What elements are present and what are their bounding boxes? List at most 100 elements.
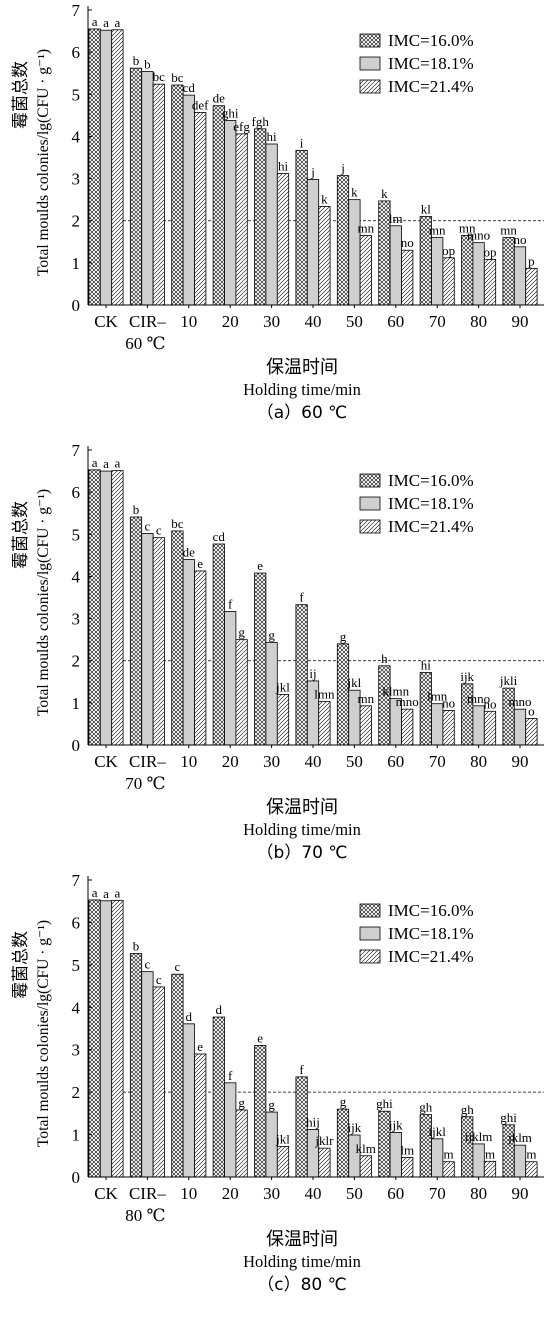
- bar-crosshatch-11: [502, 237, 515, 306]
- significance-label: ijklm: [465, 1129, 492, 1144]
- bar-crosshatch-5: [254, 572, 267, 746]
- legend-swatch-crosshatch: [359, 473, 381, 488]
- significance-label: d: [216, 1002, 223, 1017]
- significance-label: a: [92, 455, 98, 470]
- significance-label: jkl: [275, 1131, 290, 1146]
- significance-label: cd: [183, 80, 196, 95]
- bar-gray-9: [431, 1138, 444, 1178]
- legend-label: IMC=21.4%: [388, 947, 474, 966]
- significance-label: m: [485, 1146, 495, 1161]
- x-tick-label: CIR–: [129, 752, 166, 771]
- x-tick-label: 80: [470, 312, 487, 331]
- significance-label: de: [213, 91, 226, 106]
- significance-label: de: [183, 545, 196, 560]
- x-axis-label-cn: 保温时间: [266, 1229, 338, 1250]
- x-tick-label: CK: [94, 312, 118, 331]
- bar-crosshatch-6: [295, 604, 308, 746]
- x-tick-label: 90: [512, 752, 529, 771]
- significance-label: cd: [213, 529, 226, 544]
- bar-diagonal-6: [318, 205, 331, 306]
- significance-label: mn: [500, 223, 517, 238]
- x-tick-label: 50: [346, 312, 363, 331]
- significance-label: f: [228, 1068, 233, 1083]
- bar-gray-4: [224, 120, 237, 306]
- bar-diagonal-10: [483, 259, 497, 306]
- significance-label: a: [92, 14, 98, 29]
- significance-label: jkl: [275, 679, 290, 694]
- x-tick-label: 70: [429, 1184, 446, 1203]
- bar-diagonal-7: [359, 705, 372, 746]
- significance-label: hi: [267, 129, 278, 144]
- bar-gray-7: [348, 199, 361, 306]
- x-tick-label: 70: [429, 752, 446, 771]
- y-tick-label: 4: [72, 998, 81, 1017]
- bar-diagonal-4: [235, 133, 248, 306]
- significance-label: o: [528, 703, 535, 718]
- x-tick-label: 10: [180, 1184, 197, 1203]
- significance-label: ghi: [500, 1110, 517, 1125]
- significance-label: mno: [467, 228, 490, 243]
- significance-label: b: [133, 53, 140, 68]
- significance-label: ijkl: [429, 1124, 447, 1139]
- bar-diagonal-2: [152, 83, 165, 306]
- bar-diagonal-1: [111, 899, 124, 1178]
- x-tick-label: 40: [305, 752, 322, 771]
- x-tick-label: 30: [263, 752, 280, 771]
- significance-label: hi: [421, 658, 432, 673]
- significance-label: a: [103, 15, 109, 30]
- bar-diagonal-9: [442, 1161, 455, 1178]
- bar-gray-10: [472, 705, 485, 746]
- significance-label: bc: [153, 69, 166, 84]
- significance-label: gh: [461, 1102, 475, 1117]
- significance-label: jkli: [499, 673, 518, 688]
- significance-label: mn: [357, 691, 374, 706]
- significance-label: def: [192, 97, 209, 112]
- y-tick-label: 7: [72, 871, 81, 890]
- bar-diagonal-9: [442, 257, 455, 306]
- significance-label: lmn: [314, 687, 335, 702]
- significance-label: gh: [419, 1100, 433, 1115]
- significance-label: lmn: [427, 689, 448, 704]
- legend-label: IMC=18.1%: [388, 924, 474, 943]
- significance-label: e: [197, 556, 203, 571]
- x-tick-label-line2: 60 ℃: [125, 334, 165, 353]
- y-tick-label: 1: [72, 1126, 81, 1145]
- legend-swatch-gray: [359, 496, 381, 511]
- significance-label: e: [257, 558, 263, 573]
- bar-gray-2: [141, 71, 154, 306]
- bar-diagonal-3: [194, 112, 207, 306]
- x-tick-label: CIR–: [129, 1184, 166, 1203]
- y-tick-label: 0: [72, 736, 81, 755]
- significance-label: mno: [508, 694, 531, 709]
- bar-crosshatch-5: [254, 128, 267, 306]
- significance-label: ijk: [348, 1120, 362, 1135]
- significance-label: c: [156, 972, 162, 987]
- bar-crosshatch-2: [129, 953, 143, 1178]
- bar-crosshatch-4: [212, 1016, 225, 1178]
- y-tick-label: 3: [72, 610, 81, 629]
- x-axis-label-cn: 保温时间: [266, 357, 338, 378]
- x-tick-label: CK: [94, 1184, 118, 1203]
- y-tick-label: 2: [72, 652, 81, 671]
- y-axis-label: 霉菌总数: [11, 501, 31, 569]
- legend-label: IMC=16.0%: [388, 901, 474, 920]
- y-tick-label: 7: [72, 1, 81, 20]
- y-tick-label: 2: [72, 212, 81, 231]
- significance-label: mn: [459, 220, 476, 235]
- bar-diagonal-3: [194, 1053, 207, 1178]
- x-tick-label: 10: [180, 312, 197, 331]
- significance-label: op: [484, 244, 497, 259]
- significance-label: ghi: [376, 1096, 393, 1111]
- bar-crosshatch-9: [419, 672, 432, 746]
- significance-label: bc: [171, 516, 184, 531]
- x-axis-label-cn: 保温时间: [266, 797, 338, 818]
- significance-label: fgh: [252, 114, 270, 129]
- significance-label: jkl: [347, 675, 362, 690]
- x-tick-label: 70: [429, 312, 446, 331]
- significance-label: f: [299, 590, 304, 605]
- significance-label: ghi: [222, 105, 239, 120]
- significance-label: b: [144, 57, 151, 72]
